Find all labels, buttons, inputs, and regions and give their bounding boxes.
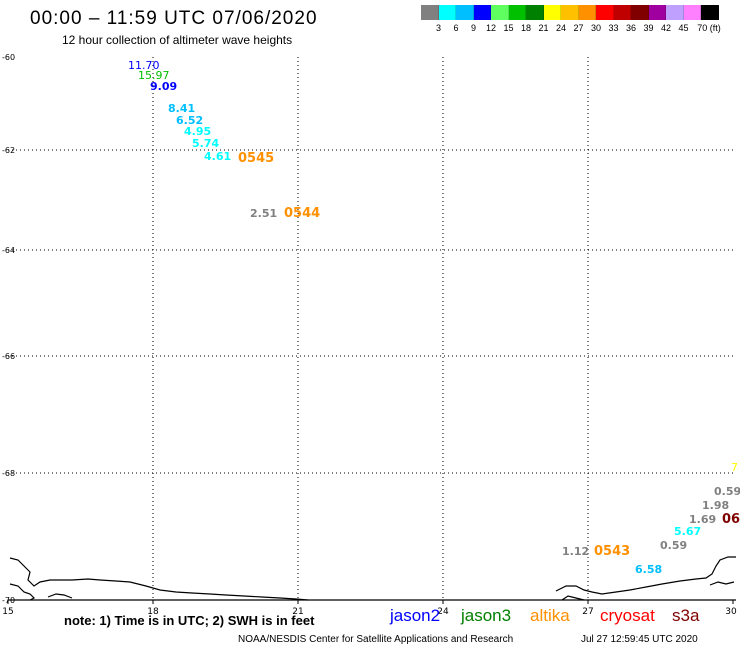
wave-height-color-scale — [421, 5, 719, 20]
color-scale-label: 9 — [470, 23, 477, 33]
color-scale-label: 27 — [573, 23, 584, 33]
coastline-east-inner — [561, 595, 585, 601]
orbit-time-label: 4.95 — [184, 125, 211, 138]
color-scale-swatch — [561, 5, 579, 20]
legend-jason3: jason3 — [461, 606, 512, 625]
orbit-time-label: 1.69 — [689, 513, 716, 526]
color-scale-swatch — [473, 5, 491, 20]
lat-label: -62 — [2, 146, 15, 155]
generated-timestamp: Jul 27 12:59:45 UTC 2020 — [581, 634, 698, 645]
lat-lon-grid — [8, 57, 736, 600]
color-scale-label: 15 — [503, 23, 514, 33]
color-scale-swatch — [596, 5, 614, 20]
color-scale-label: 12 — [485, 23, 497, 33]
orbit-time-label: 0543 — [594, 544, 630, 559]
orbit-time-label: 0.59 — [714, 485, 740, 498]
lat-label: -66 — [2, 352, 15, 361]
axis-labels: -60 -62 -64 -66 -68 -70 15 18 21 24 27 30 — [2, 53, 737, 617]
color-scale-swatch — [578, 5, 596, 20]
color-scale-swatch — [421, 5, 439, 20]
legend-s3a: s3a — [672, 606, 700, 625]
coastline-west — [9, 557, 309, 601]
color-scale-swatch — [666, 5, 684, 20]
legend-cryosat: cryosat — [600, 606, 655, 625]
wave-height-value: 15.97 — [138, 69, 170, 82]
color-scale-swatch — [456, 5, 474, 20]
lon-label: 24 — [437, 607, 449, 617]
orbit-time-label: 4.61 — [204, 150, 231, 163]
map-subtitle: 12 hour collection of altimeter wave hei… — [62, 33, 293, 47]
orbit-time-label: 9.09 — [150, 80, 177, 93]
color-scale-label: 45 — [678, 23, 689, 33]
color-scale-labels: 3 6 9 12 15 18 21 24 27 30 33 36 39 42 45 70 (ft) — [421, 23, 740, 35]
lat-label: -60 — [2, 53, 15, 62]
color-scale-swatch — [631, 5, 649, 20]
orbit-time-label: 8.41 — [168, 102, 195, 115]
coastline-west-island — [47, 593, 73, 599]
lat-label: -64 — [2, 246, 15, 255]
coastline-west-inner — [9, 583, 36, 601]
orbit-time-label: 5.67 — [674, 525, 701, 538]
credit-text: NOAA/NESDIS Center for Satellite Applica… — [238, 634, 514, 645]
lat-label: -68 — [2, 469, 15, 478]
orbit-time-label: 0544 — [284, 206, 320, 221]
color-scale-swatch — [526, 5, 544, 20]
color-scale-swatch — [648, 5, 666, 20]
lat-label: -70 — [2, 596, 15, 605]
color-scale-label: 18 — [520, 23, 532, 33]
color-scale-swatch — [491, 5, 509, 20]
legend-jason2: jason2 — [390, 606, 441, 625]
map-frame — [7, 599, 736, 604]
orbit-time-label: 1.12 — [562, 545, 589, 558]
orbit-time-label: 06 — [722, 512, 740, 527]
color-scale-swatch — [543, 5, 561, 20]
units-note: note: 1) Time is in UTC; 2) SWH is in fe… — [64, 613, 315, 628]
map-title: 00:00 – 11:59 UTC 07/06/2020 — [30, 8, 318, 29]
color-scale-swatch — [613, 5, 631, 20]
orbit-time-label: 2.51 — [250, 207, 277, 220]
orbit-time-label: 0545 — [238, 151, 274, 166]
lon-label: 27 — [582, 607, 593, 617]
color-scale-label: 36 — [625, 23, 637, 33]
color-scale-label: 24 — [555, 23, 567, 33]
legend-altika: altika — [530, 606, 570, 625]
orbit-time-label: 1.98 — [702, 499, 729, 512]
lon-label: 30 — [725, 607, 737, 617]
coastline-east — [555, 556, 736, 595]
color-scale-label: 21 — [538, 23, 549, 33]
lon-label: 21 — [292, 607, 303, 617]
orbit-time-label: 6.58 — [635, 563, 662, 576]
wave-height-value: 11.70 — [128, 59, 160, 72]
antarctic-coastline — [9, 556, 736, 601]
orbit-time-label: 0.59 — [660, 539, 687, 552]
lon-label: 15 — [2, 607, 13, 617]
color-scale-label: 30 — [590, 23, 602, 33]
color-scale-swatch — [438, 5, 456, 20]
coastline-east-island — [709, 581, 735, 586]
color-scale-swatch — [683, 5, 701, 20]
color-scale-label: 3 — [435, 23, 442, 33]
color-scale-label: 39 — [643, 23, 654, 33]
color-scale-label: 70 (ft) — [697, 23, 721, 33]
color-scale-label: 33 — [608, 23, 619, 33]
wave-height-value: 7 — [731, 461, 738, 474]
lon-label: 18 — [147, 607, 159, 617]
color-scale-swatch — [701, 5, 719, 20]
color-scale-label: 6 — [453, 23, 459, 33]
orbit-time-label: 5.74 — [192, 137, 219, 150]
color-scale-label: 42 — [660, 23, 672, 33]
orbit-time-label: 6.52 — [176, 114, 203, 127]
color-scale-swatch — [508, 5, 526, 20]
